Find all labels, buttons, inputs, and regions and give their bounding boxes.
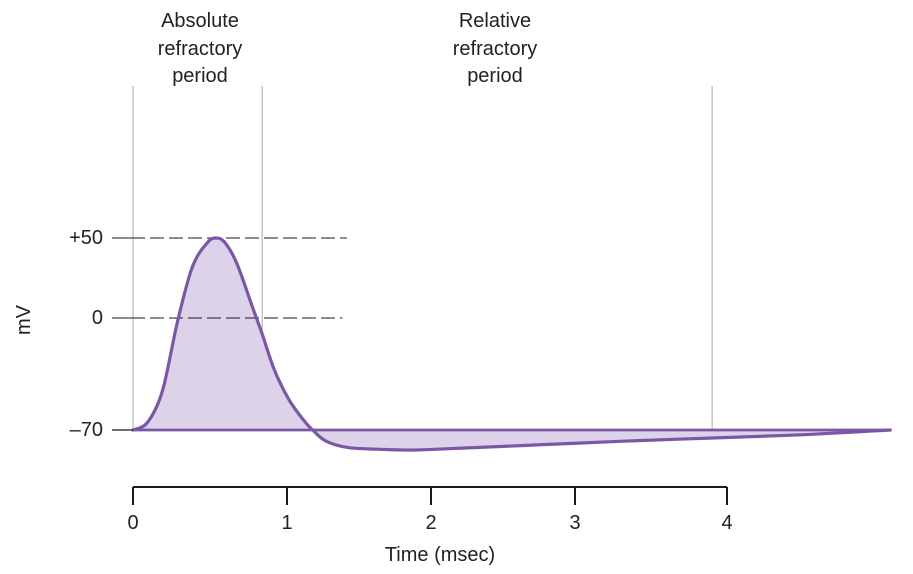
y-tick-label-zero: 0 (92, 307, 103, 329)
x-tick-label-3: 3 (569, 512, 580, 534)
relative-refractory-annotation: Relative refractory period (453, 10, 537, 87)
relative-label-line-3: period (467, 65, 523, 87)
curve-fill-area (133, 238, 891, 451)
y-tick-label-minus-70: –70 (70, 419, 103, 441)
x-tick-label-4: 4 (721, 512, 732, 534)
relative-label-line-2: refractory (453, 38, 537, 60)
x-tick-label-1: 1 (281, 512, 292, 534)
absolute-refractory-annotation: Absolute refractory period (158, 10, 242, 87)
action-potential-curve (131, 236, 892, 452)
absolute-label-line-2: refractory (158, 38, 242, 60)
absolute-label-line-3: period (172, 65, 228, 87)
x-axis-title: Time (msec) (385, 544, 495, 566)
x-tick-label-2: 2 (425, 512, 436, 534)
relative-label-line-1: Relative (459, 10, 531, 32)
y-tick-label-plus-50: +50 (69, 227, 103, 249)
y-axis-title: mV (13, 304, 35, 335)
x-tick-label-0: 0 (127, 512, 138, 534)
absolute-label-line-1: Absolute (161, 10, 239, 32)
